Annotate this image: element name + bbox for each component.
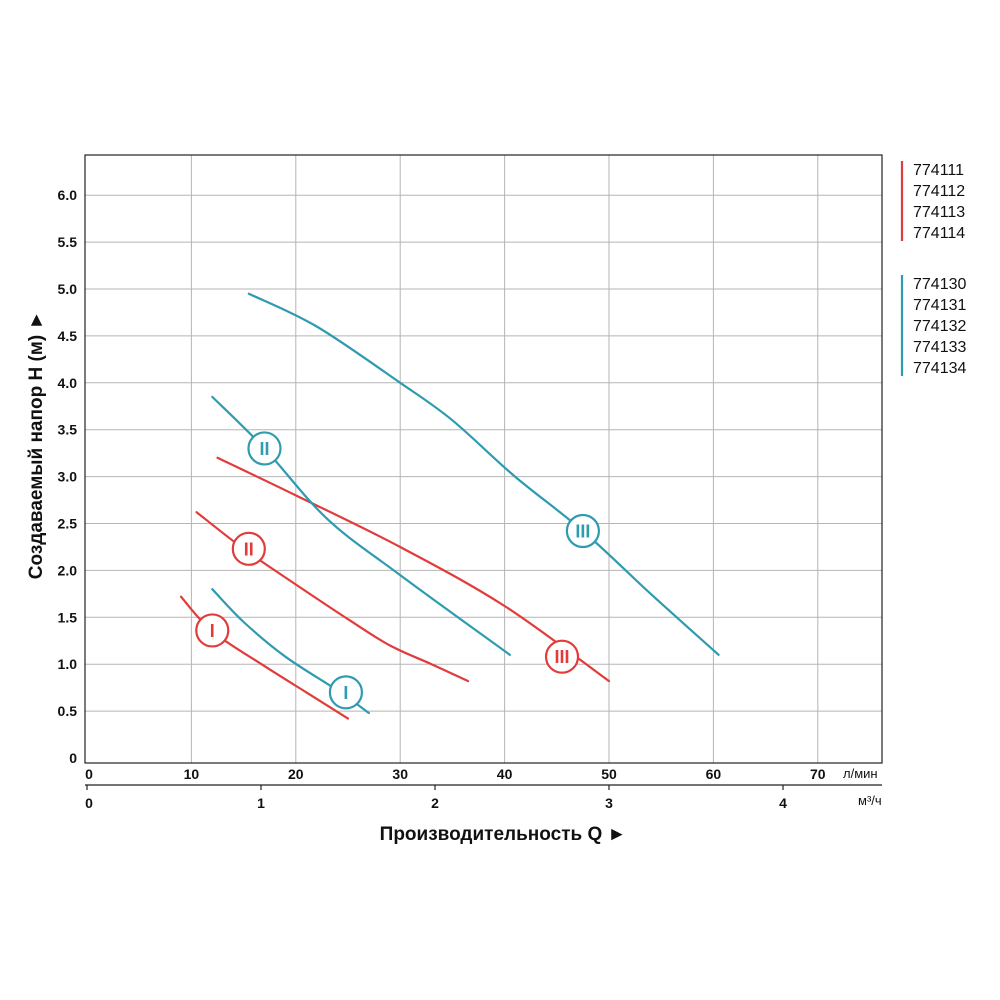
curve-marker-label: I	[210, 621, 215, 641]
y-axis-ticks: 0 0.5 1.0 1.5 2.0 2.5 3.0 3.5 4.0 4.5 5.0 5.5 6.0	[58, 187, 78, 766]
x2-tick-label: 0	[85, 795, 93, 811]
curve-marker-teal-II	[247, 431, 282, 466]
curve-marker-teal-I	[328, 675, 364, 710]
x-tick-label: 60	[706, 766, 722, 782]
y-tick-label: 6.0	[58, 187, 78, 203]
curve-teal-II	[211, 395, 511, 656]
y-tick-label: 3.0	[58, 469, 78, 485]
x-tick-label: 40	[497, 766, 513, 782]
legend-item: 774132	[913, 318, 966, 335]
y-tick-label: 4.0	[58, 375, 78, 391]
y-tick-label: 3.5	[58, 422, 78, 438]
x-axis-ticks: 0 10 20 30 40 50 60 70	[85, 766, 826, 782]
plot-area-frame	[84, 154, 883, 764]
y-tick-label: 2.5	[58, 516, 78, 532]
curve-marker-label: II	[259, 439, 269, 459]
x-unit-lmin: л/мин	[843, 766, 878, 781]
legend-item: 774113	[913, 204, 965, 221]
x2-tick-label: 4	[779, 795, 787, 811]
x-unit-m3h: м³/ч	[858, 793, 882, 808]
x2-axis-ticks: 0 1 2 3 4	[85, 785, 787, 811]
x-tick-label: 10	[184, 766, 200, 782]
legend-item: 774131	[913, 297, 966, 314]
x2-tick-label: 2	[431, 795, 439, 811]
x-tick-label: 0	[85, 766, 93, 782]
y-axis-title: Создаваемый напор H (м) ►	[26, 311, 47, 580]
curve-marker-label: III	[555, 647, 570, 667]
curve-marker-red-III	[544, 639, 580, 674]
y-tick-label: 1.0	[58, 656, 78, 672]
curve-marker-label: II	[244, 539, 254, 559]
x-tick-label: 20	[288, 766, 304, 782]
legend-item: 774111	[913, 162, 964, 179]
legend-item: 774134	[913, 360, 966, 377]
y-tick-label: 1.5	[58, 609, 78, 625]
curve-marker-label: III	[575, 522, 590, 542]
x-tick-label: 50	[601, 766, 617, 782]
curve-marker-label: I	[343, 683, 348, 703]
curve-marker-teal-III	[565, 513, 601, 549]
x-tick-label: 30	[392, 766, 408, 782]
y-tick-label: 4.5	[58, 328, 78, 344]
y-tick-label: 5.0	[58, 281, 78, 297]
legend-item: 774130	[913, 276, 966, 293]
legend-item: 774133	[913, 339, 966, 356]
x-tick-label: 70	[810, 766, 826, 782]
y-tick-label: 5.5	[58, 234, 78, 250]
legend-item: 774114	[913, 225, 965, 242]
curve-marker-red-I	[195, 613, 230, 648]
curve-marker-red-II	[231, 531, 266, 566]
curve-red-III	[216, 456, 611, 683]
x2-tick-label: 3	[605, 795, 613, 811]
x2-tick-label: 1	[257, 795, 265, 811]
x-axis-title: Производительность Q ►	[380, 824, 627, 845]
legend-item: 774112	[913, 183, 965, 200]
legend: 774111 774112 774113 774114 774130 774131 7741…	[900, 161, 966, 377]
grid	[85, 155, 882, 763]
y-tick-label: 0.5	[58, 703, 78, 719]
curve-teal-III	[247, 292, 720, 656]
y-tick-label: 2.0	[58, 562, 78, 578]
y-tick-label: 0	[69, 750, 77, 766]
